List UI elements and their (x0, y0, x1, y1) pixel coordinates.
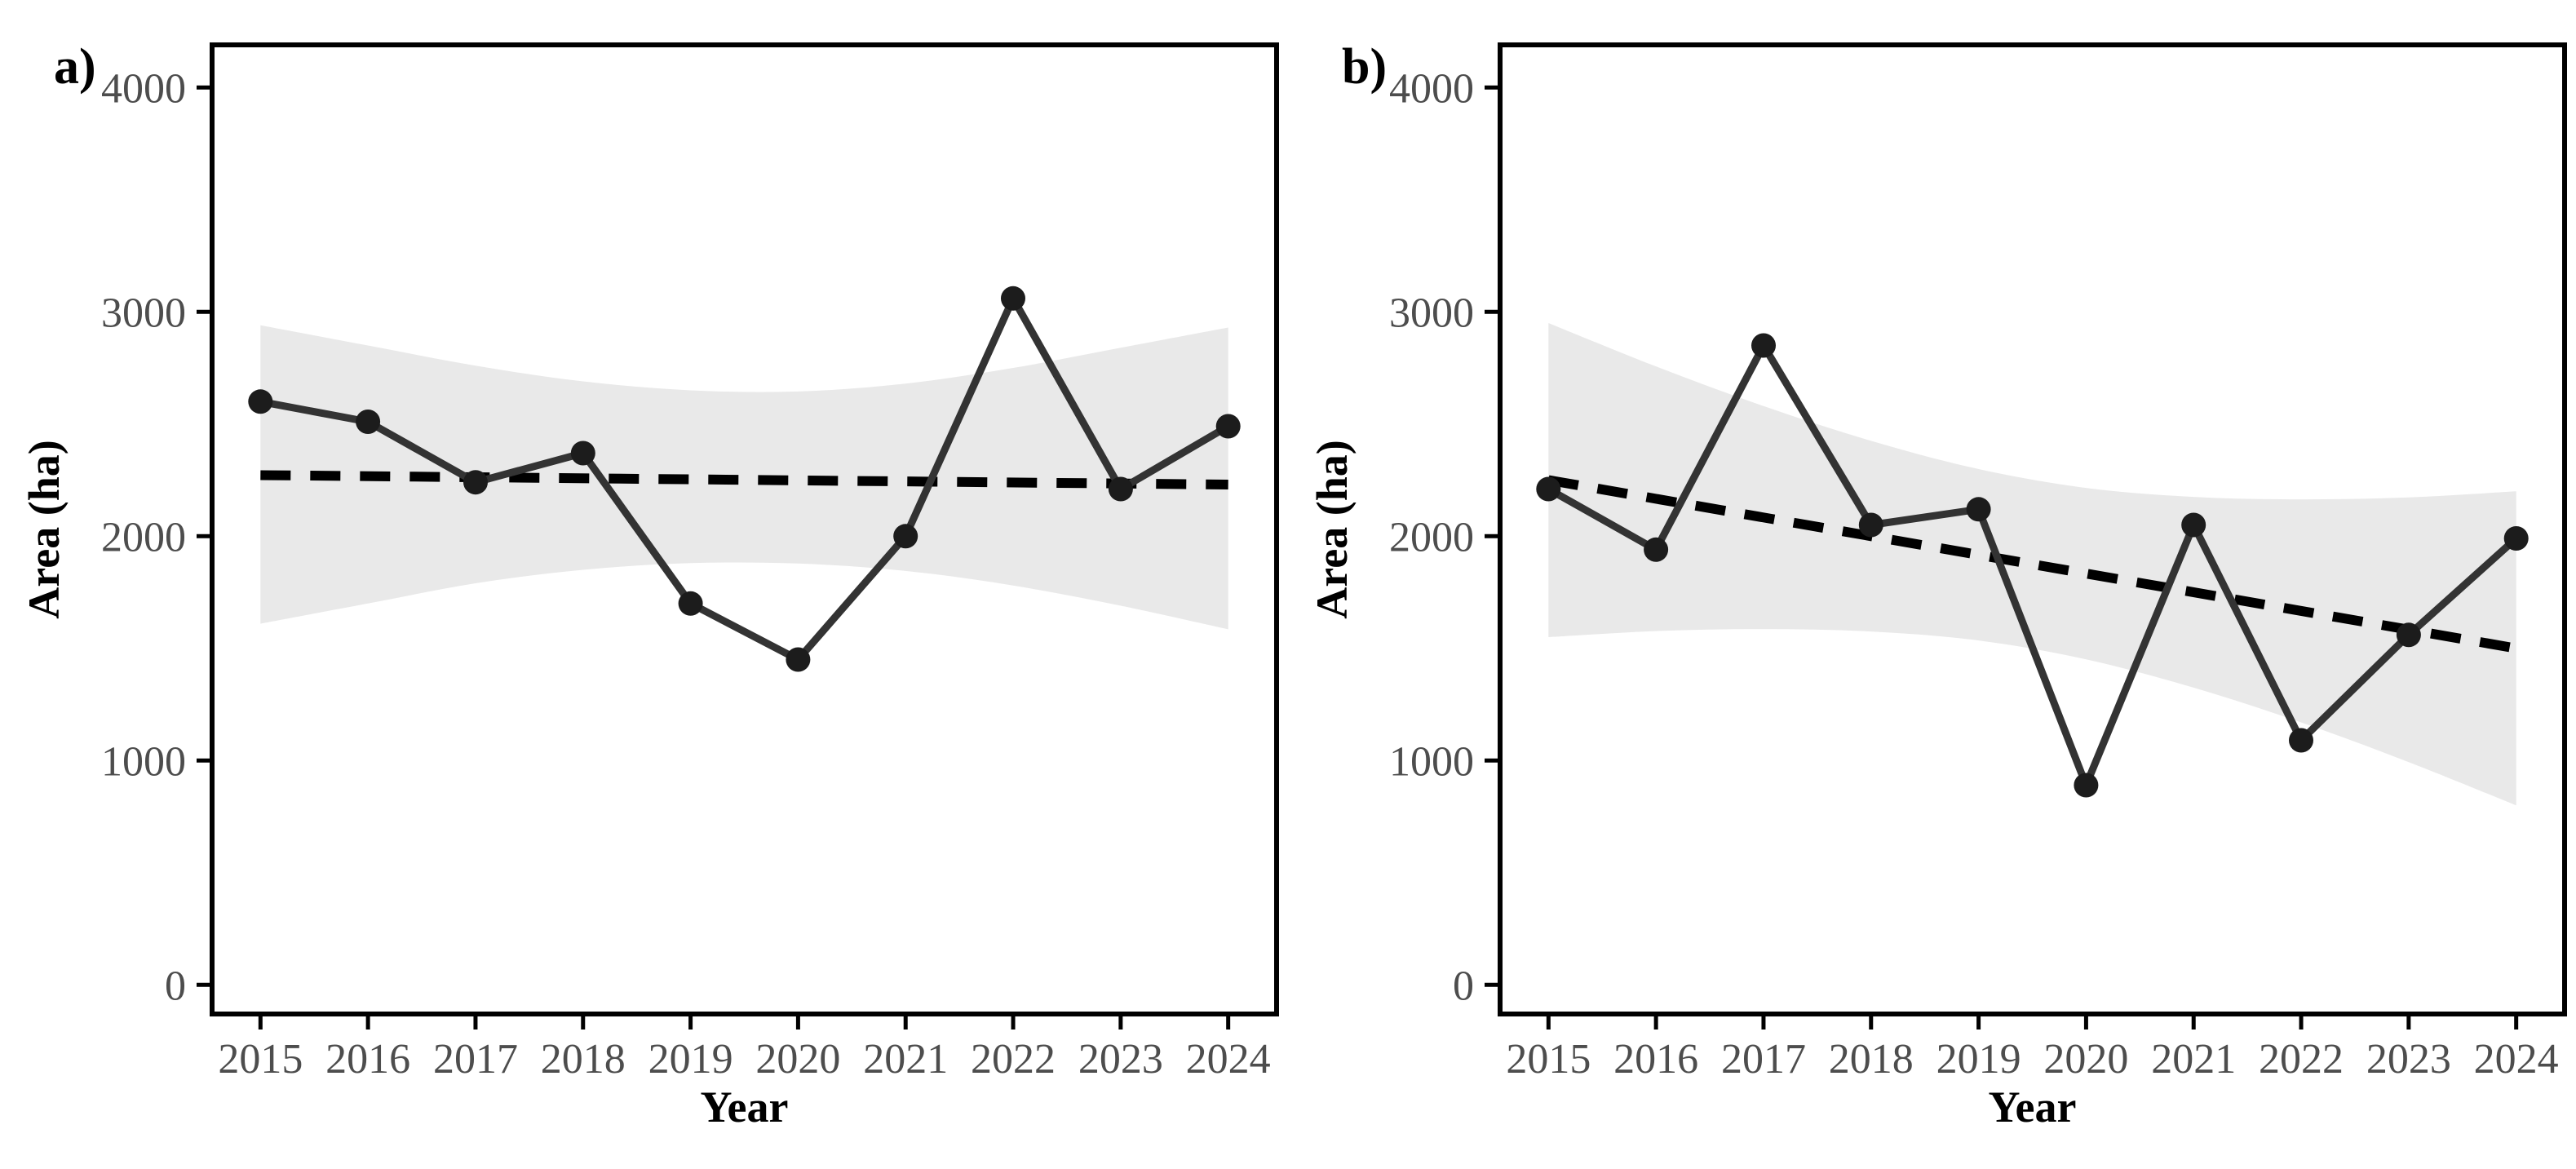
x-tick-label: 2016 (325, 1036, 410, 1083)
ci-band (1548, 323, 2516, 806)
x-tick-label: 2021 (863, 1036, 948, 1083)
x-tick-label: 2015 (1506, 1036, 1591, 1083)
panel-b: 0 1000 2000 3000 4000 2015 2016 2017 2018 2019 202… (1288, 0, 2576, 1169)
data-point (1536, 476, 1561, 502)
x-tick-label: 2019 (648, 1036, 733, 1083)
data-point (1001, 286, 1025, 311)
data-point (463, 470, 488, 495)
data-point (1644, 537, 1669, 562)
data-point (786, 647, 811, 672)
y-tick-label: 1000 (101, 738, 186, 785)
panel-b-chart: 0 1000 2000 3000 4000 2015 2016 2017 2018 2019 202… (1308, 39, 2567, 1131)
y-tick-label: 4000 (1389, 65, 1474, 112)
data-point (248, 389, 273, 414)
x-tick-label: 2020 (755, 1036, 840, 1083)
y-tick-label: 2000 (1389, 514, 1474, 560)
panel-a: 0 1000 2000 3000 4000 2015 2016 2017 2018 2019 202… (20, 39, 1279, 1131)
x-tick-label: 2024 (2474, 1036, 2559, 1083)
y-tick-label: 4000 (101, 65, 186, 112)
y-tick-label: 0 (165, 963, 186, 1009)
x-tick-label: 2015 (218, 1036, 303, 1083)
data-point (1108, 476, 1133, 502)
data-point (893, 524, 918, 549)
data-point (1858, 512, 1883, 538)
x-tick-label: 2020 (2043, 1036, 2128, 1083)
x-tick-label: 2019 (1936, 1036, 2021, 1083)
panel-label: b) (1342, 39, 1387, 95)
data-point (1751, 333, 1776, 358)
data-line (256, 294, 1233, 663)
data-point (2503, 526, 2529, 551)
y-axis-title: Area (ha) (1308, 440, 1357, 618)
x-tick-label: 2024 (1186, 1036, 1271, 1083)
x-tick-label: 2017 (1721, 1036, 1806, 1083)
data-point (356, 410, 381, 434)
x-tick-label: 2022 (971, 1036, 1056, 1083)
y-tick-label: 0 (1453, 963, 1474, 1009)
plot-border (1498, 42, 2567, 1016)
panel-a-chart: 0 1000 2000 3000 4000 2015 2016 2017 2018 2019 202… (20, 39, 1279, 1131)
data-point (570, 441, 595, 466)
data-line (1544, 342, 2521, 789)
y-tick-label: 2000 (101, 514, 186, 560)
x-tick-label: 2018 (1829, 1036, 1914, 1083)
x-tick-label: 2016 (1613, 1036, 1698, 1083)
x-tick-label: 2023 (1078, 1036, 1163, 1083)
y-tick-label: 1000 (1389, 738, 1474, 785)
data-point (1966, 497, 1991, 522)
data-point (2289, 728, 2313, 753)
x-tick-label: 2022 (2259, 1036, 2344, 1083)
x-tick-label: 2018 (541, 1036, 626, 1083)
y-tick-label: 3000 (1389, 290, 1474, 336)
data-point (1215, 414, 1241, 439)
y-axis-title: Area (ha) (20, 440, 69, 618)
trend-line (1547, 475, 2517, 653)
x-axis-title: Year (1989, 1083, 2077, 1131)
ci-band (260, 325, 1228, 630)
x-axis-title: Year (701, 1083, 789, 1131)
x-tick-label: 2021 (2151, 1036, 2236, 1083)
data-point (2396, 622, 2421, 648)
data-point (678, 591, 703, 616)
data-point (2181, 512, 2206, 538)
y-tick-label: 3000 (101, 290, 186, 336)
x-tick-label: 2023 (2366, 1036, 2451, 1083)
x-tick-label: 2017 (433, 1036, 518, 1083)
plot-border (210, 42, 1279, 1016)
data-point (2074, 773, 2099, 798)
trend-line (260, 470, 1228, 489)
panel-label: a) (54, 39, 96, 95)
